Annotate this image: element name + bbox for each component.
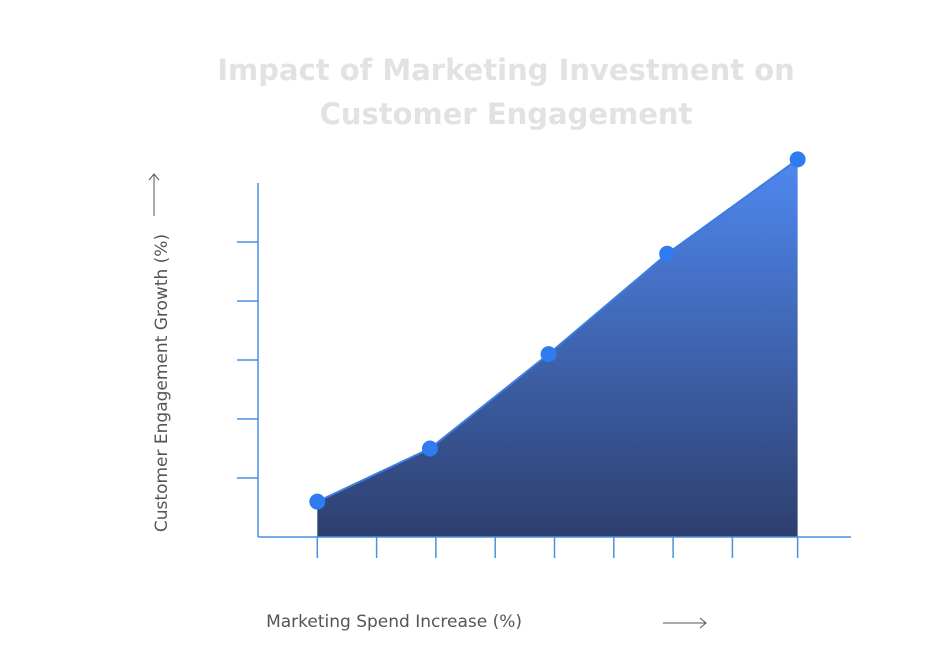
chart-title: Impact of Marketing Investment on <box>217 53 795 87</box>
y-arrow <box>148 173 160 216</box>
point <box>421 440 438 457</box>
point <box>659 245 676 262</box>
x-arrow <box>663 617 707 629</box>
area <box>317 159 798 537</box>
x-axis-label: Marketing Spend Increase (%) <box>266 612 522 632</box>
plot-area <box>237 151 851 558</box>
y-axis-label: Customer Engagement Growth (%) <box>152 234 172 532</box>
chart-title: Customer Engagement <box>320 97 693 131</box>
point <box>789 151 806 168</box>
point <box>540 346 557 363</box>
point <box>309 493 326 510</box>
